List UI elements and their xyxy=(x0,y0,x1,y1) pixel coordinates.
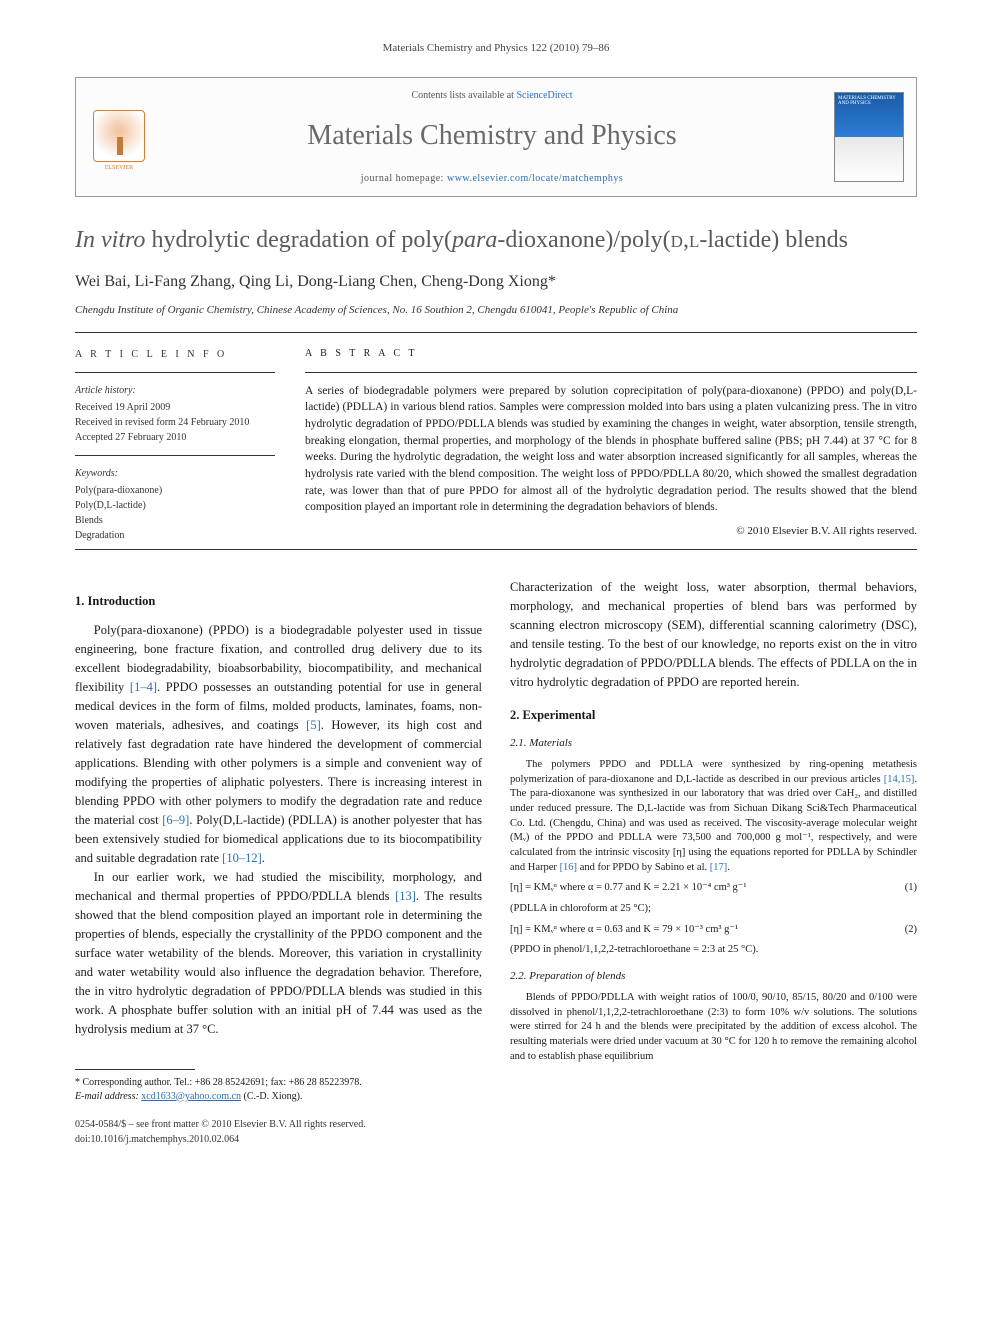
masthead-center: Contents lists available at ScienceDirec… xyxy=(164,88,820,186)
abstract-copyright: © 2010 Elsevier B.V. All rights reserved… xyxy=(305,524,917,540)
journal-cover-thumb: MATERIALS CHEMISTRY AND PHYSICS xyxy=(834,92,904,182)
footer-line2: doi:10.1016/j.matchemphys.2010.02.064 xyxy=(75,1132,482,1147)
ref-10-12[interactable]: [10–12] xyxy=(222,851,262,865)
keywords-label: Keywords: xyxy=(75,466,275,481)
body-columns: 1. Introduction Poly(para-dioxanone) (PP… xyxy=(75,578,917,1147)
keyword-2: Poly(D,L-lactide) xyxy=(75,498,275,513)
elsevier-tree-icon xyxy=(93,110,145,162)
footer-line1: 0254-0584/$ – see front matter © 2010 El… xyxy=(75,1117,482,1132)
intro-p1e: . xyxy=(262,851,265,865)
contents-prefix: Contents lists available at xyxy=(411,90,516,101)
eq1-body: [η] = KMᵥᵅ where α = 0.77 and K = 2.21 ×… xyxy=(510,881,747,896)
prep-heading: 2.2. Preparation of blends xyxy=(510,968,917,985)
footnotes: * Corresponding author. Tel.: +86 28 852… xyxy=(75,1076,482,1103)
affiliation: Chengdu Institute of Organic Chemistry, … xyxy=(75,302,917,319)
info-abstract-row: A R T I C L E I N F O Article history: R… xyxy=(75,347,917,543)
mat-p1c: and for PPDO by Sabino et al. xyxy=(577,862,710,873)
article-info: A R T I C L E I N F O Article history: R… xyxy=(75,347,275,543)
keyword-3: Blends xyxy=(75,513,275,528)
intro-p2: In our earlier work, we had studied the … xyxy=(75,868,482,1039)
homepage-line: journal homepage: www.elsevier.com/locat… xyxy=(164,171,820,186)
ref-13[interactable]: [13] xyxy=(395,889,416,903)
contents-line: Contents lists available at ScienceDirec… xyxy=(164,88,820,103)
eq1-note: (PDLLA in chloroform at 25 °C); xyxy=(510,902,917,917)
abstract-text: A series of biodegradable polymers were … xyxy=(305,383,917,516)
ref-17[interactable]: [17] xyxy=(710,862,728,873)
title-italic-1: In vitro xyxy=(75,227,145,253)
title-smallcaps: d,l xyxy=(671,227,700,253)
experimental-heading: 2. Experimental xyxy=(510,706,917,725)
materials-heading: 2.1. Materials xyxy=(510,735,917,752)
mat-p1a: The polymers PPDO and PDLLA were synthes… xyxy=(510,759,917,785)
abstract-heading: A B S T R A C T xyxy=(305,347,917,362)
elsevier-logo: ELSEVIER xyxy=(88,101,150,173)
elsevier-label: ELSEVIER xyxy=(105,164,133,173)
eq2-note: (PPDO in phenol/1,1,2,2-tetrachloroethan… xyxy=(510,943,917,958)
running-header: Materials Chemistry and Physics 122 (201… xyxy=(75,40,917,57)
history-label: Article history: xyxy=(75,383,275,398)
title-text-2: -dioxanone)/poly( xyxy=(497,227,670,253)
intro-p1c: . However, its high cost and relatively … xyxy=(75,718,482,827)
homepage-link[interactable]: www.elsevier.com/locate/matchemphys xyxy=(447,173,623,184)
keyword-1: Poly(para-dioxanone) xyxy=(75,483,275,498)
corresponding-author: * Corresponding author. Tel.: +86 28 852… xyxy=(75,1076,482,1090)
journal-name: Materials Chemistry and Physics xyxy=(164,115,820,157)
eq1-number: (1) xyxy=(905,881,917,896)
email-label: E-mail address: xyxy=(75,1091,141,1102)
left-column: 1. Introduction Poly(para-dioxanone) (PP… xyxy=(75,578,482,1147)
title-text-3: -lactide) blends xyxy=(699,227,848,253)
mat-p1d: . xyxy=(727,862,730,873)
intro-p2b: . The results showed that the blend comp… xyxy=(75,889,482,1036)
rule-bottom xyxy=(75,549,917,550)
info-heading: A R T I C L E I N F O xyxy=(75,347,275,362)
title-italic-2: para xyxy=(452,227,497,253)
history-revised: Received in revised form 24 February 201… xyxy=(75,415,275,430)
intro-heading: 1. Introduction xyxy=(75,592,482,611)
footer-bar: 0254-0584/$ – see front matter © 2010 El… xyxy=(75,1117,482,1147)
article-title: In vitro hydrolytic degradation of poly(… xyxy=(75,225,917,256)
mat-p1b: . The para-dioxanone was synthesized in … xyxy=(510,774,917,873)
abstract: A B S T R A C T A series of biodegradabl… xyxy=(305,347,917,543)
journal-masthead: ELSEVIER Contents lists available at Sci… xyxy=(75,77,917,197)
equation-2: [η] = KMᵥᵅ where α = 0.63 and K = 79 × 1… xyxy=(510,923,917,938)
intro-col2-p1: Characterization of the weight loss, wat… xyxy=(510,578,917,692)
ref-1-4[interactable]: [1–4] xyxy=(130,680,157,694)
rule-top xyxy=(75,332,917,333)
email-link[interactable]: xcd1633@yahoo.com.cn xyxy=(141,1091,241,1102)
homepage-prefix: journal homepage: xyxy=(361,173,447,184)
ref-5[interactable]: [5] xyxy=(306,718,321,732)
title-text-1: hydrolytic degradation of poly( xyxy=(145,227,452,253)
eq2-body: [η] = KMᵥᵅ where α = 0.63 and K = 79 × 1… xyxy=(510,923,738,938)
eq2-number: (2) xyxy=(905,923,917,938)
email-suffix: (C.-D. Xiong). xyxy=(241,1091,302,1102)
history-received: Received 19 April 2009 xyxy=(75,400,275,415)
email-line: E-mail address: xcd1633@yahoo.com.cn (C.… xyxy=(75,1090,482,1104)
sciencedirect-link[interactable]: ScienceDirect xyxy=(516,90,572,101)
history-accepted: Accepted 27 February 2010 xyxy=(75,430,275,445)
ref-6-9[interactable]: [6–9] xyxy=(162,813,189,827)
ref-14-15[interactable]: [14,15] xyxy=(884,774,915,785)
materials-p1: The polymers PPDO and PDLLA were synthes… xyxy=(510,758,917,876)
ref-16[interactable]: [16] xyxy=(560,862,578,873)
intro-p1: Poly(para-dioxanone) (PPDO) is a biodegr… xyxy=(75,621,482,868)
footnote-rule xyxy=(75,1069,195,1070)
prep-p1: Blends of PPDO/PDLLA with weight ratios … xyxy=(510,991,917,1064)
right-column: Characterization of the weight loss, wat… xyxy=(510,578,917,1147)
equation-1: [η] = KMᵥᵅ where α = 0.77 and K = 2.21 ×… xyxy=(510,881,917,896)
keyword-4: Degradation xyxy=(75,528,275,543)
authors: Wei Bai, Li-Fang Zhang, Qing Li, Dong-Li… xyxy=(75,270,917,294)
